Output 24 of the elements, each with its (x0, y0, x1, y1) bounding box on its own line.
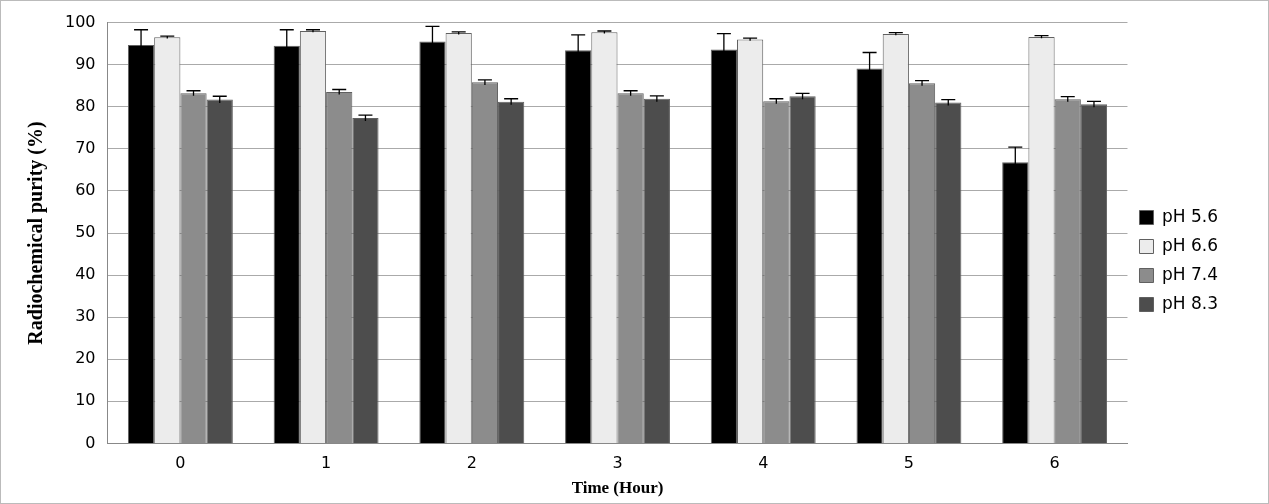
y-tick-label: 100 (64, 11, 96, 31)
x-tick-label: 3 (612, 453, 623, 473)
y-tick-label: 20 (75, 348, 96, 368)
x-tick-label: 4 (758, 453, 769, 473)
x-tick-label: 6 (1049, 453, 1060, 473)
y-tick-label: 10 (75, 390, 96, 410)
legend-label: pH 8.3 (1161, 292, 1218, 313)
y-tick-label: 50 (75, 222, 96, 242)
y-tick-label: 0 (85, 432, 96, 452)
legend-label: pH 6.6 (1161, 234, 1218, 255)
legend-label: pH 7.4 (1161, 263, 1218, 284)
y-tick-label: 30 (75, 306, 96, 326)
x-tick-label: 2 (466, 453, 477, 473)
x-tick-label: 0 (175, 453, 186, 473)
x-tick-label: 5 (903, 453, 915, 473)
y-tick-label: 40 (75, 264, 96, 284)
x-tick-label: 1 (321, 453, 332, 473)
y-tick-label: 60 (75, 180, 96, 200)
y-tick-label: 70 (75, 138, 96, 157)
y-tick-label: 90 (75, 53, 96, 73)
y-axis-title: Radiochemical purity (%) (24, 121, 48, 345)
x-axis-title: Time (Hour) (571, 478, 664, 498)
y-tick-label: 80 (75, 95, 96, 115)
legend-label: pH 5.6 (1161, 205, 1218, 226)
